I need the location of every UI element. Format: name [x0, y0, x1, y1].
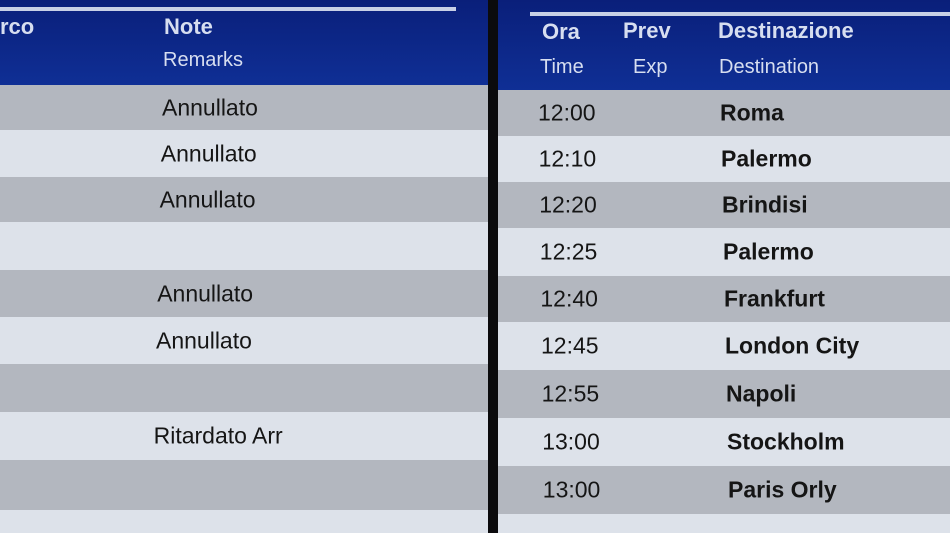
table-row: 12:40 Frankfurt	[498, 276, 950, 322]
remark-cell: Annullato	[159, 186, 256, 212]
table-row	[498, 514, 950, 533]
destination-cell: Palermo	[721, 145, 812, 172]
destination-cell: Paris Orly	[728, 476, 837, 503]
table-row	[0, 364, 488, 412]
remark-cell: Annullato	[160, 140, 257, 166]
time-cell: 12:55	[541, 380, 600, 407]
table-row	[0, 460, 488, 510]
destination-cell: Brindisi	[722, 191, 808, 218]
table-row: Annullato	[0, 317, 488, 364]
table-row: Annullato	[0, 270, 488, 317]
table-row: 12:20 Brindisi	[498, 182, 950, 228]
destination-cell: Stockholm	[727, 428, 845, 455]
time-cell: 12:20	[539, 191, 597, 218]
table-row: Ritardato Arr	[0, 412, 488, 460]
board-header: rco Note Remarks	[0, 0, 488, 85]
table-row: 13:00 Stockholm	[498, 418, 950, 466]
time-cell: 12:40	[540, 285, 598, 312]
table-row: 13:00 Paris Orly	[498, 466, 950, 514]
gate-header-partial: rco	[0, 14, 35, 39]
destination-header-it: Destinazione	[718, 18, 854, 43]
destination-cell: London City	[725, 332, 860, 359]
destination-cell: Palermo	[723, 238, 814, 265]
remark-cell: Annullato	[162, 94, 258, 120]
departures-board: Ora Prev Destinazione Time Exp Destinati…	[498, 0, 950, 533]
exp-header-en: Exp	[633, 56, 668, 78]
table-row	[0, 222, 488, 270]
note-header: Note	[164, 14, 213, 39]
table-row: 12:55 Napoli	[498, 370, 950, 418]
remark-cell: Annullato	[156, 327, 252, 353]
remarks-header: Remarks	[163, 49, 244, 71]
table-row	[0, 510, 488, 533]
time-cell: 12:25	[539, 238, 598, 265]
destination-cell: Roma	[720, 99, 784, 126]
remarks-board: rco Note Remarks Annullato Annullato Annul…	[0, 0, 488, 533]
destination-cell: Napoli	[726, 380, 797, 407]
table-row: Annullato	[0, 177, 488, 222]
table-row: 12:25 Palermo	[498, 228, 950, 276]
remark-cell: Ritardato Arr	[153, 422, 283, 449]
table-row: 12:00 Roma	[498, 90, 950, 136]
remark-cell: Annullato	[157, 280, 254, 306]
time-cell: 13:00	[542, 428, 600, 455]
destination-cell: Frankfurt	[724, 285, 825, 312]
table-row: Annullato	[0, 130, 488, 177]
time-cell: 12:00	[538, 99, 596, 126]
time-header-en: Time	[540, 56, 584, 78]
destination-header-en: Destination	[719, 56, 820, 78]
table-row: 12:10 Palermo	[498, 136, 950, 182]
table-row: 12:45 London City	[498, 322, 950, 370]
time-cell: 12:10	[538, 145, 597, 172]
board-header: Ora Prev Destinazione Time Exp Destinati…	[498, 0, 950, 90]
time-cell: 12:45	[541, 332, 599, 359]
time-header-it: Ora	[542, 19, 580, 44]
table-row: Annullato	[0, 85, 488, 130]
header-rule	[530, 12, 950, 16]
time-cell: 13:00	[542, 476, 601, 503]
exp-header-it: Prev	[623, 18, 671, 43]
header-rule	[0, 7, 456, 11]
